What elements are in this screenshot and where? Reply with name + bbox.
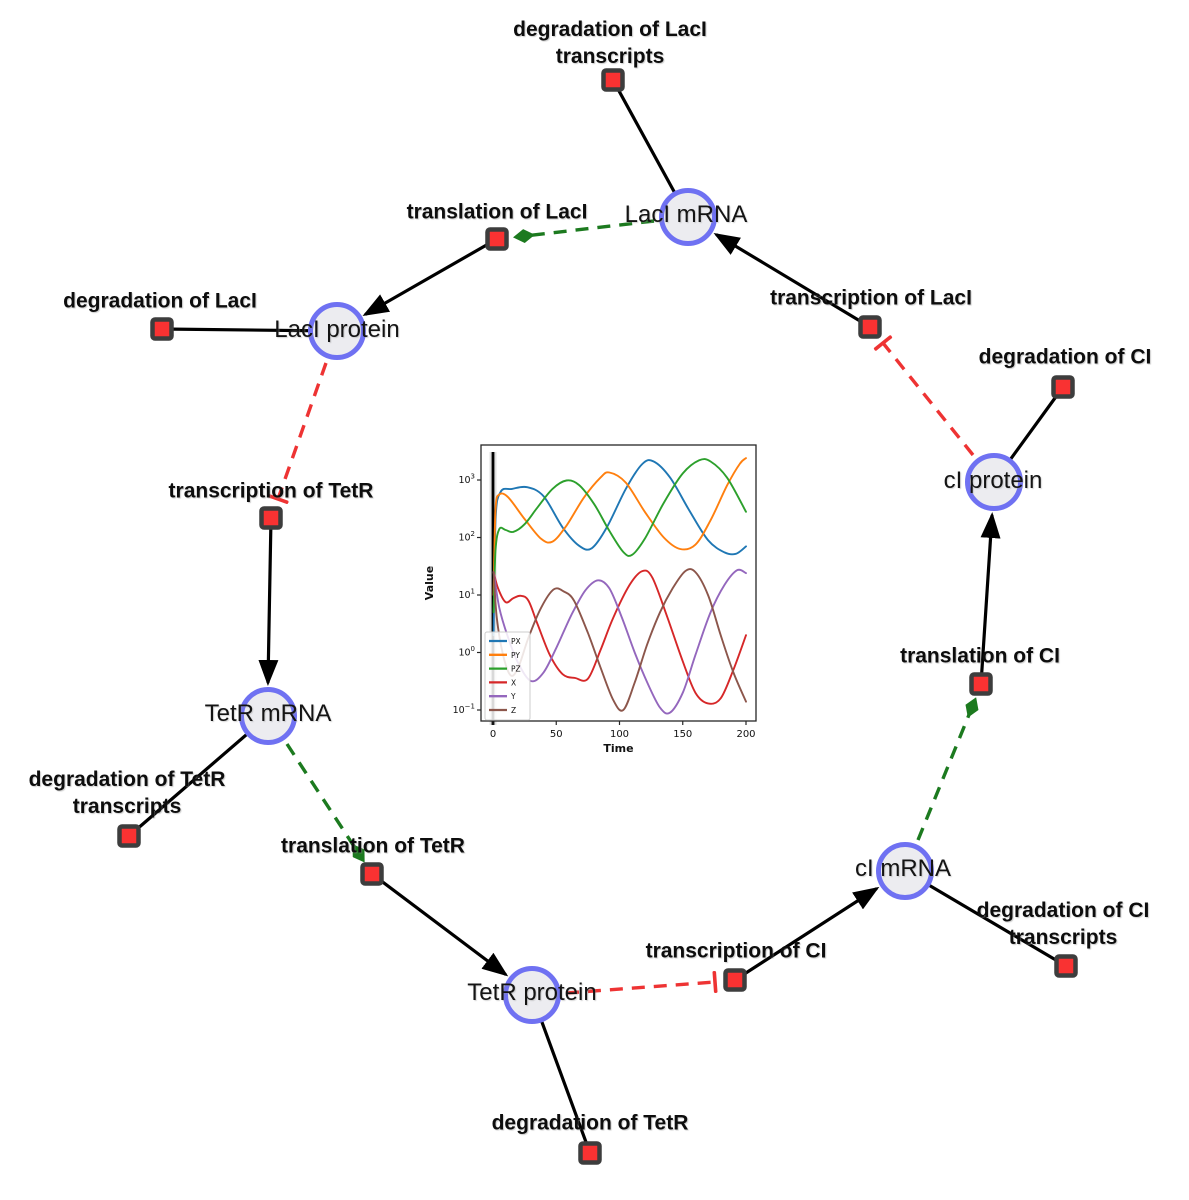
- edge-tetr-mrna-to-deg-tetr-transcripts: [127, 714, 270, 838]
- node-laci-mrna[interactable]: [659, 188, 717, 246]
- series-line-PZ: [492, 458, 747, 614]
- edge-translation-tetr-to-tetr-protein: [370, 872, 509, 977]
- node-tetr-mrna[interactable]: [239, 687, 297, 745]
- edge-ci-protein-inhibits-transcription-laci: [873, 335, 975, 457]
- edge-ci-mrna-to-deg-ci-transcripts: [903, 869, 1068, 968]
- legend-label-PX: PX: [511, 637, 521, 646]
- production-edges: [258, 232, 1001, 982]
- chart-axes: 0 50 100 150 200 103 102 101 100 10−1 Time Value: [423, 473, 756, 756]
- chart-plot-area: 0 50 100 150 20010310210110010−1TimeValuePXP…: [423, 444, 757, 756]
- node-translation-tetr[interactable]: [360, 862, 384, 886]
- edge-transcription-tetr-to-tetr-mrna: [258, 516, 279, 686]
- edge-laci-protein-to-deg-laci: [160, 327, 339, 333]
- reaction-label-deg-tetr-transcripts: degradation of TetR transcripts: [28, 768, 226, 818]
- reaction-label-translation-laci: translation of LacI: [406, 200, 588, 224]
- species-nodes: [239, 188, 1023, 1024]
- node-deg-tetr[interactable]: [578, 1141, 602, 1165]
- legend-label-PY: PY: [511, 651, 520, 660]
- species-label-ci-protein: cI protein: [943, 467, 1043, 494]
- x-tick-label: 200: [736, 729, 755, 740]
- node-translation-laci[interactable]: [485, 227, 509, 251]
- series-line-PY: [492, 457, 747, 596]
- chart-legend: PX PY PZ XYZ: [484, 631, 531, 721]
- legend-label-PZ: PZ: [511, 665, 521, 674]
- node-deg-laci[interactable]: [150, 317, 174, 341]
- reaction-label-deg-laci-transcripts: degradation of LacI transcripts: [513, 18, 707, 68]
- node-deg-ci[interactable]: [1051, 375, 1075, 399]
- y-tick-label: 102: [458, 530, 475, 544]
- legend-label-X: X: [511, 678, 516, 687]
- node-ci-mrna[interactable]: [876, 842, 934, 900]
- reaction-label-transcription-laci: transcription of LacI: [770, 286, 972, 310]
- edge-translation-ci-to-ci-protein: [979, 512, 1001, 686]
- node-deg-tetr-transcripts[interactable]: [117, 824, 141, 848]
- series-line-PX: [492, 459, 747, 637]
- node-laci-protein[interactable]: [308, 302, 366, 360]
- x-tick-label: 100: [610, 729, 629, 740]
- reaction-label-translation-ci: translation of CI: [900, 644, 1060, 668]
- x-tick-label: 0: [490, 729, 496, 740]
- timeseries-inset-chart: 0 50 100 150 200 103 102 101 100 10−1 Time Value PX P…: [420, 430, 768, 770]
- series-line-X: [492, 569, 747, 705]
- node-transcription-tetr[interactable]: [259, 506, 283, 530]
- legend-label-Y: Y: [510, 692, 516, 701]
- reaction-label-translation-tetr: translation of TetR: [281, 834, 465, 858]
- edge-tetr-protein-inhibits-transcription-ci: [565, 971, 718, 995]
- x-tick-label: 50: [550, 729, 563, 740]
- y-tick-label: 100: [458, 645, 475, 659]
- reaction-label-deg-ci-transcripts: degradation of CI transcripts: [976, 899, 1150, 949]
- node-deg-ci-transcripts[interactable]: [1054, 954, 1078, 978]
- node-translation-ci[interactable]: [969, 672, 993, 696]
- chart-frame: [480, 444, 757, 722]
- y-tick-label: 103: [458, 473, 475, 487]
- species-label-laci-protein: LacI protein: [274, 316, 400, 343]
- inhibition-edges: [267, 335, 975, 995]
- node-deg-laci-transcripts[interactable]: [601, 68, 625, 92]
- node-ci-protein[interactable]: [965, 453, 1023, 511]
- species-label-laci-mrna: LacI mRNA: [624, 201, 748, 228]
- reaction-label-deg-tetr: degradation of TetR: [491, 1111, 689, 1135]
- edge-laci-protein-inhibits-transcription-tetr: [267, 362, 328, 504]
- node-tetr-protein[interactable]: [503, 966, 561, 1024]
- edge-laci-mrna-activates-translation-laci: [513, 219, 655, 244]
- x-axis-label: Time: [603, 742, 633, 755]
- species-label-ci-mrna: cI mRNA: [855, 855, 951, 882]
- edge-tetr-mrna-activates-translation-tetr: [285, 743, 365, 863]
- reaction-label-deg-ci: degradation of CI: [978, 345, 1152, 369]
- legend-label-Z: Z: [511, 706, 516, 715]
- node-transcription-ci[interactable]: [723, 968, 747, 992]
- edge-transcription-laci-to-laci-mrna: [713, 232, 872, 329]
- edge-transcription-ci-to-ci-mrna: [733, 886, 880, 982]
- node-transcription-laci[interactable]: [858, 315, 882, 339]
- reaction-nodes: [117, 68, 1078, 1165]
- y-axis-label: Value: [423, 566, 436, 600]
- reaction-label-transcription-ci: transcription of CI: [645, 939, 827, 963]
- x-tick-label: 150: [673, 729, 692, 740]
- edge-translation-laci-to-laci-protein: [362, 237, 499, 316]
- y-tick-label: 101: [458, 588, 475, 602]
- reaction-label-deg-laci: degradation of LacI: [63, 289, 257, 313]
- y-tick-label: 10−1: [453, 703, 475, 717]
- edge-ci-mrna-activates-translation-ci: [916, 697, 979, 841]
- reaction-label-transcription-tetr: transcription of TetR: [168, 479, 374, 503]
- activation-edges: [285, 219, 979, 863]
- species-label-tetr-mrna: TetR mRNA: [204, 700, 332, 727]
- species-label-tetr-protein: TetR protein: [467, 979, 597, 1006]
